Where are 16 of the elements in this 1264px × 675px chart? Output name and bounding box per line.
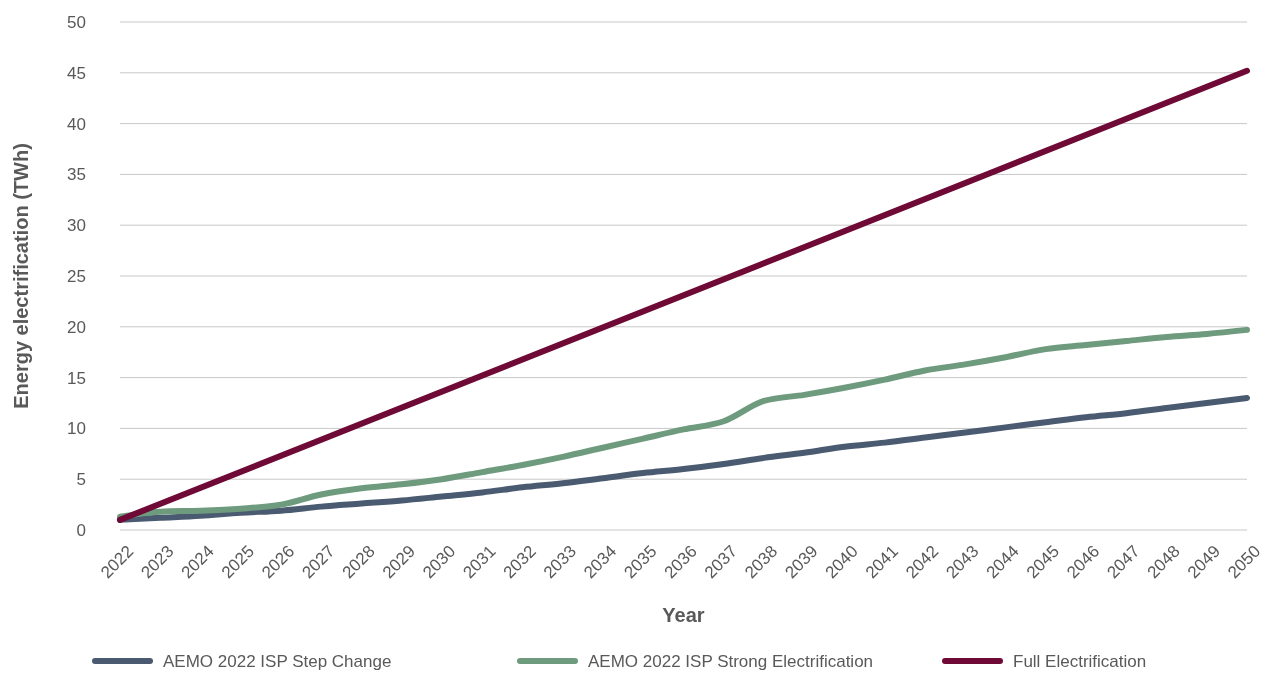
- y-tick-label: 25: [67, 266, 86, 286]
- y-tick-label: 5: [76, 470, 86, 490]
- y-tick-label: 35: [67, 165, 86, 185]
- y-tick-label: 50: [67, 12, 86, 32]
- legend-label: AEMO 2022 ISP Step Change: [163, 652, 392, 671]
- y-tick-label: 0: [76, 520, 86, 540]
- x-axis-title: Year: [662, 604, 705, 626]
- y-tick-label: 15: [67, 368, 86, 388]
- y-tick-label: 45: [67, 63, 86, 83]
- y-tick-label: 30: [67, 216, 86, 236]
- legend-label: AEMO 2022 ISP Strong Electrification: [588, 652, 874, 671]
- y-tick-label: 10: [67, 419, 86, 439]
- legend-label: Full Electrification: [1013, 652, 1147, 671]
- y-tick-label: 40: [67, 114, 86, 134]
- y-axis-title: Energy electrification (TWh): [10, 143, 32, 409]
- y-tick-label: 20: [67, 317, 86, 337]
